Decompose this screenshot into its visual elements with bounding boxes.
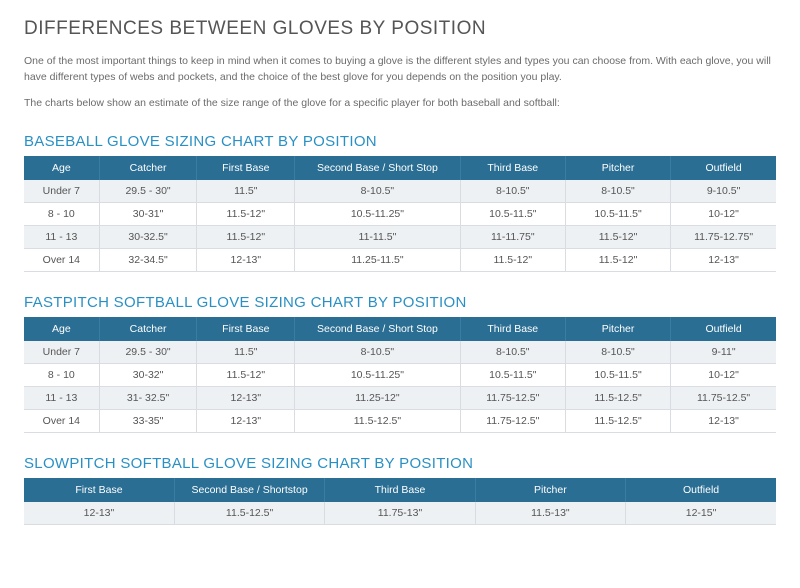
table-row: 8 - 1030-31"11.5-12"10.5-11.25"10.5-11.5… (24, 203, 776, 226)
column-header: Catcher (99, 156, 197, 180)
table-row: 11 - 1330-32.5"11.5-12"11-11.5"11-11.75"… (24, 226, 776, 249)
table-row: Over 1433-35"12-13"11.5-12.5"11.75-12.5"… (24, 410, 776, 433)
table-cell: 8 - 10 (24, 364, 99, 387)
table-cell: 11.5-12.5" (565, 410, 670, 433)
table-cell: Under 7 (24, 180, 99, 203)
table-cell: 29.5 - 30" (99, 341, 197, 364)
column-header: Age (24, 317, 99, 341)
table-cell: 12-15" (626, 502, 776, 525)
table-cell: 11 - 13 (24, 226, 99, 249)
table-cell: Over 14 (24, 249, 99, 272)
table-cell: 11.5-12.5" (174, 502, 324, 525)
table-cell: 11.5-12.5" (295, 410, 460, 433)
table-cell: 11.5" (197, 180, 295, 203)
table-cell: 8-10.5" (295, 341, 460, 364)
table-cell: 10-12" (671, 203, 776, 226)
table-cell: 8-10.5" (565, 341, 670, 364)
table-cell: 9-11" (671, 341, 776, 364)
intro-paragraph-1: One of the most important things to keep… (24, 54, 776, 86)
table-cell: 12-13" (197, 387, 295, 410)
column-header: Second Base / Short Stop (295, 156, 460, 180)
table-cell: 12-13" (671, 249, 776, 272)
table-cell: 30-32" (99, 364, 197, 387)
table-cell: 11.75-12.75" (671, 226, 776, 249)
table-cell: 12-13" (197, 410, 295, 433)
column-header: Outfield (626, 478, 776, 502)
column-header: Pitcher (565, 156, 670, 180)
table-row: Over 1432-34.5"12-13"11.25-11.5"11.5-12"… (24, 249, 776, 272)
table-cell: 11.5-12" (460, 249, 565, 272)
table-row: 12-13"11.5-12.5"11.75-13"11.5-13"12-15" (24, 502, 776, 525)
table-cell: 10.5-11.5" (565, 364, 670, 387)
column-header: First Base (197, 156, 295, 180)
table-cell: 10-12" (671, 364, 776, 387)
table-cell: Under 7 (24, 341, 99, 364)
table-cell: 10.5-11.5" (460, 364, 565, 387)
chart-title: BASEBALL GLOVE SIZING CHART BY POSITION (24, 133, 776, 150)
sizing-table: AgeCatcherFirst BaseSecond Base / Short … (24, 156, 776, 272)
column-header: Third Base (325, 478, 475, 502)
table-cell: Over 14 (24, 410, 99, 433)
column-header: Pitcher (565, 317, 670, 341)
table-cell: 11.5-12" (565, 249, 670, 272)
tables-container: BASEBALL GLOVE SIZING CHART BY POSITION A… (24, 133, 776, 525)
column-header: Catcher (99, 317, 197, 341)
table-cell: 8-10.5" (295, 180, 460, 203)
table-cell: 10.5-11.5" (460, 203, 565, 226)
sizing-table: AgeCatcherFirst BaseSecond Base / Short … (24, 317, 776, 433)
table-cell: 11-11.5" (295, 226, 460, 249)
table-cell: 11.5" (197, 341, 295, 364)
column-header: Outfield (671, 317, 776, 341)
table-row: 8 - 1030-32"11.5-12"10.5-11.25"10.5-11.5… (24, 364, 776, 387)
table-cell: 11.5-13" (475, 502, 625, 525)
table-cell: 32-34.5" (99, 249, 197, 272)
table-row: Under 729.5 - 30"11.5"8-10.5"8-10.5"8-10… (24, 341, 776, 364)
sizing-table: First BaseSecond Base / ShortstopThird B… (24, 478, 776, 525)
table-cell: 8-10.5" (460, 341, 565, 364)
table-cell: 10.5-11.25" (295, 203, 460, 226)
table-cell: 11.75-12.5" (460, 410, 565, 433)
table-cell: 11.5-12.5" (565, 387, 670, 410)
table-cell: 11.5-12" (565, 226, 670, 249)
table-cell: 30-32.5" (99, 226, 197, 249)
table-row: Under 729.5 - 30"11.5"8-10.5"8-10.5"8-10… (24, 180, 776, 203)
table-cell: 11 - 13 (24, 387, 99, 410)
table-cell: 11.75-12.5" (460, 387, 565, 410)
page-title: DIFFERENCES BETWEEN GLOVES BY POSITION (24, 18, 776, 40)
table-cell: 12-13" (197, 249, 295, 272)
table-cell: 8 - 10 (24, 203, 99, 226)
table-cell: 10.5-11.25" (295, 364, 460, 387)
column-header: Third Base (460, 156, 565, 180)
table-cell: 9-10.5" (671, 180, 776, 203)
table-cell: 11.5-12" (197, 364, 295, 387)
chart-title: SLOWPITCH SOFTBALL GLOVE SIZING CHART BY… (24, 455, 776, 472)
table-cell: 12-13" (671, 410, 776, 433)
table-cell: 11.25-11.5" (295, 249, 460, 272)
table-cell: 11.5-12" (197, 226, 295, 249)
column-header: First Base (24, 478, 174, 502)
table-cell: 29.5 - 30" (99, 180, 197, 203)
column-header: Third Base (460, 317, 565, 341)
column-header: Age (24, 156, 99, 180)
column-header: Second Base / Shortstop (174, 478, 324, 502)
table-cell: 8-10.5" (460, 180, 565, 203)
table-cell: 12-13" (24, 502, 174, 525)
intro-paragraph-2: The charts below show an estimate of the… (24, 96, 776, 112)
table-cell: 11.75-13" (325, 502, 475, 525)
table-cell: 8-10.5" (565, 180, 670, 203)
chart-title: FASTPITCH SOFTBALL GLOVE SIZING CHART BY… (24, 294, 776, 311)
table-cell: 11.75-12.5" (671, 387, 776, 410)
table-cell: 30-31" (99, 203, 197, 226)
table-row: 11 - 1331- 32.5"12-13"11.25-12"11.75-12.… (24, 387, 776, 410)
column-header: First Base (197, 317, 295, 341)
column-header: Pitcher (475, 478, 625, 502)
table-cell: 31- 32.5" (99, 387, 197, 410)
table-cell: 11-11.75" (460, 226, 565, 249)
table-cell: 33-35" (99, 410, 197, 433)
table-cell: 11.5-12" (197, 203, 295, 226)
table-cell: 11.25-12" (295, 387, 460, 410)
table-cell: 10.5-11.5" (565, 203, 670, 226)
column-header: Outfield (671, 156, 776, 180)
column-header: Second Base / Short Stop (295, 317, 460, 341)
